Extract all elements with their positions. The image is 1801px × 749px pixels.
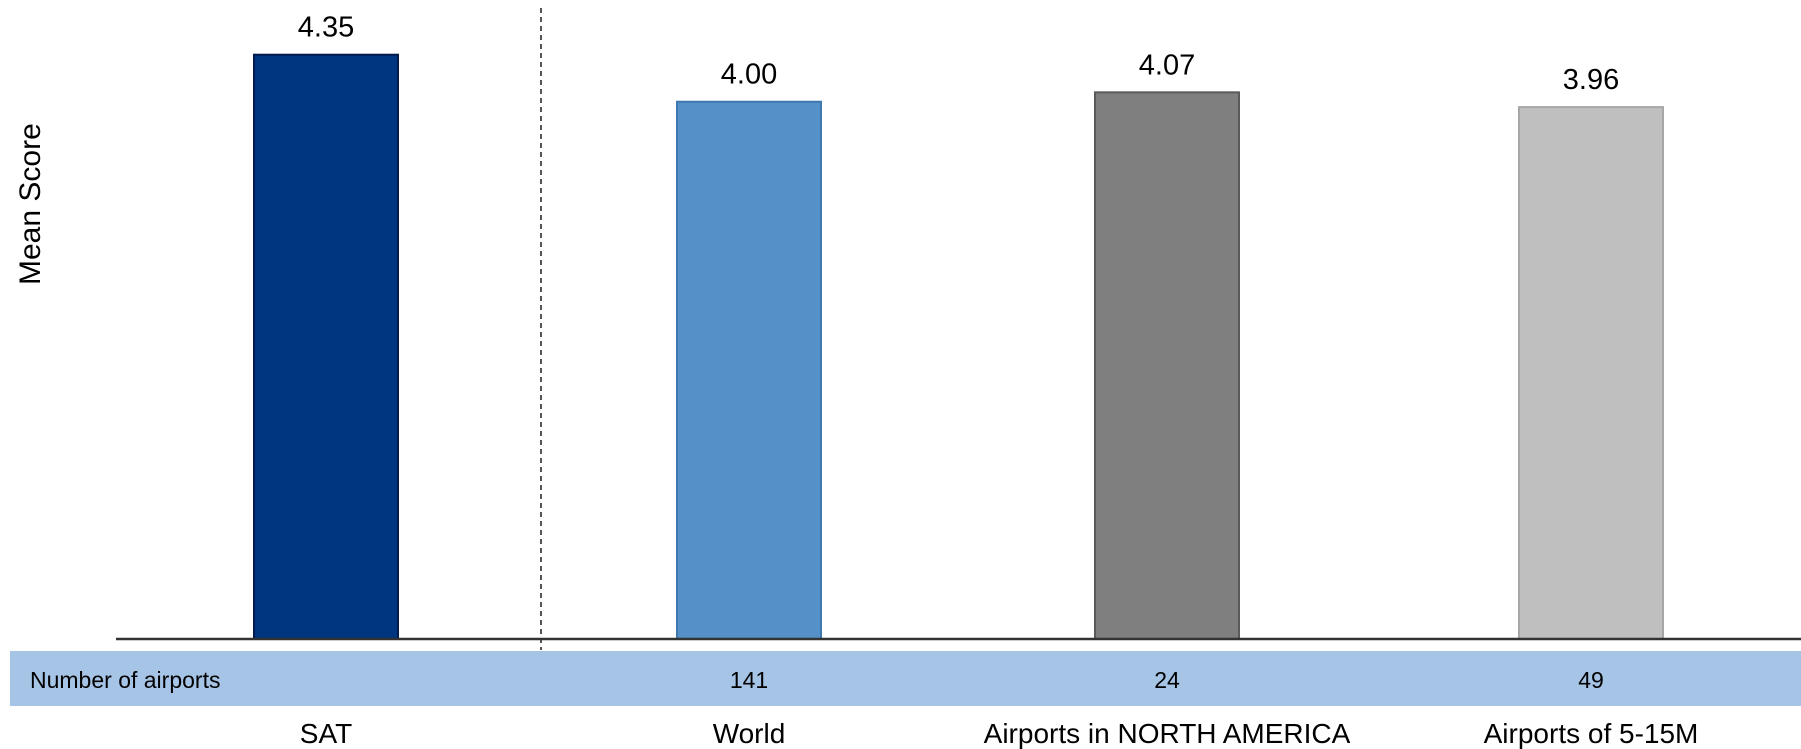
data-table-values: 141 24 49 bbox=[730, 667, 1604, 693]
data-table-value-3: 24 bbox=[1154, 667, 1180, 693]
bar-1 bbox=[253, 53, 399, 640]
data-table-row-label: Number of airports bbox=[30, 667, 220, 693]
y-axis-label: Mean Score bbox=[14, 123, 47, 285]
x-axis-tick-labels: SAT World Airports in NORTH AMERICA Airport… bbox=[300, 718, 1699, 749]
data-label-3: 4.07 bbox=[1139, 49, 1195, 81]
data-table-row bbox=[10, 651, 1801, 706]
bar-4 bbox=[1518, 106, 1664, 640]
x-tick-label-1: SAT bbox=[300, 718, 352, 749]
x-tick-label-3: Airports in NORTH AMERICA bbox=[984, 718, 1351, 749]
data-table-value-2: 141 bbox=[730, 667, 768, 693]
x-tick-label-2: World bbox=[713, 718, 786, 749]
bars-group: 4.35 4.00 4.07 3.96 bbox=[253, 12, 1664, 641]
data-table-value-4: 49 bbox=[1578, 667, 1604, 693]
bar-2 bbox=[676, 100, 822, 641]
data-label-1: 4.35 bbox=[298, 12, 354, 44]
data-label-2: 4.00 bbox=[721, 59, 777, 91]
data-label-4: 3.96 bbox=[1563, 64, 1619, 96]
x-tick-label-4: Airports of 5-15M bbox=[1484, 718, 1699, 749]
bar-3 bbox=[1094, 91, 1240, 641]
